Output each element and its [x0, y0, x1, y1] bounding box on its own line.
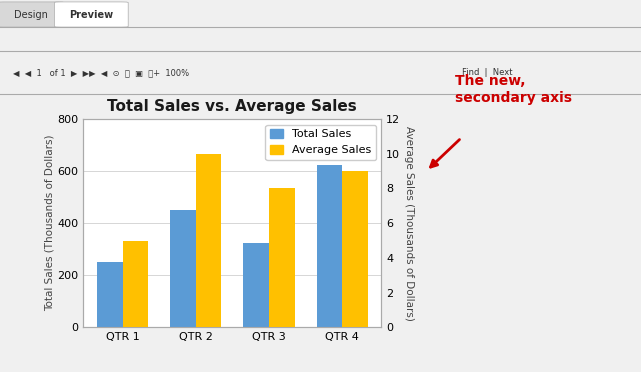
Bar	[97, 262, 122, 327]
Y-axis label: Total Sales (Thousands of Dollars): Total Sales (Thousands of Dollars)	[45, 135, 54, 311]
Bar	[244, 243, 269, 327]
Text: Design: Design	[14, 10, 47, 19]
Bar	[317, 164, 342, 327]
FancyBboxPatch shape	[0, 2, 64, 27]
Text: Preview: Preview	[70, 10, 113, 19]
FancyBboxPatch shape	[54, 2, 128, 27]
Bar	[122, 241, 148, 327]
Bar	[269, 189, 295, 327]
Bar	[342, 171, 368, 327]
Title: Total Sales vs. Average Sales: Total Sales vs. Average Sales	[108, 99, 357, 114]
Text: Find  |  Next: Find | Next	[462, 68, 512, 77]
Bar	[170, 210, 196, 327]
Bar	[196, 154, 221, 327]
Legend: Total Sales, Average Sales: Total Sales, Average Sales	[265, 125, 376, 160]
Text: ◀  ◀  1   of 1  ▶  ▶▶  ◀  ⊙  🖨  ▣  🔍+  100%: ◀ ◀ 1 of 1 ▶ ▶▶ ◀ ⊙ 🖨 ▣ 🔍+ 100%	[13, 68, 189, 77]
Y-axis label: Average Sales (Thousands of Dollars): Average Sales (Thousands of Dollars)	[404, 126, 414, 321]
Text: The new,
secondary axis: The new, secondary axis	[455, 74, 572, 105]
